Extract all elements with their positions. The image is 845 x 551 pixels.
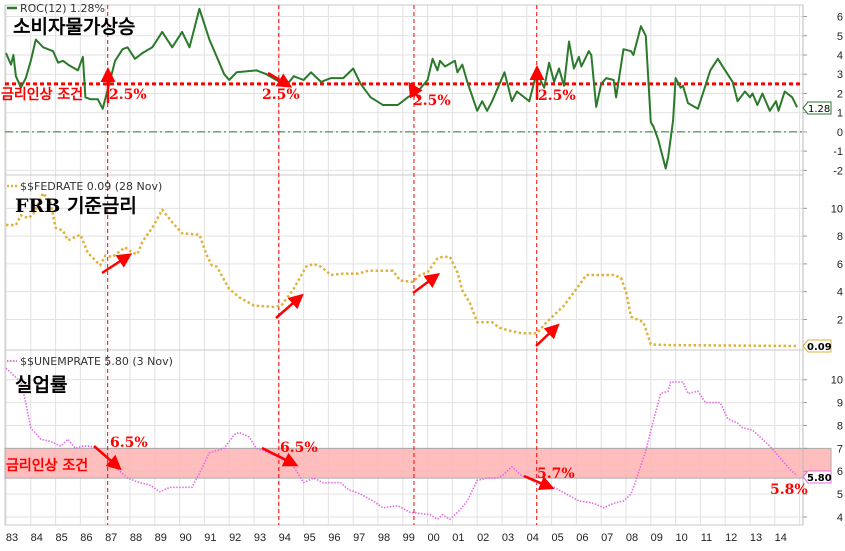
cpi-condition-label: 금리인상 조건: [1, 86, 83, 103]
y-tick-label: 7: [837, 443, 843, 455]
series-layer: [5, 7, 798, 521]
x-tick-label: 06: [576, 532, 588, 544]
x-tick-label: 86: [80, 532, 92, 544]
rate-hike-condition-band: [4, 447, 832, 479]
y-tick-label: 3: [837, 69, 843, 81]
unemp-threshold-label: 6.5%: [280, 440, 318, 456]
y-tick-label: 10: [831, 203, 843, 215]
x-tick-label: 96: [328, 532, 340, 544]
annotation-arrow: [93, 445, 122, 471]
y-tick-label: 0: [837, 127, 843, 139]
x-tick-label: 98: [378, 532, 390, 544]
unemp-threshold-label: 5.8%: [770, 482, 808, 498]
cpi-threshold-label: 2.5%: [109, 87, 147, 103]
unemp-legend: $$UNEMPRATE 5.80 (3 Nov): [7, 355, 173, 368]
cpi-legend-label: ROC(12) 1.28%: [20, 2, 105, 15]
x-tick-label: 85: [55, 532, 67, 544]
cpi-threshold-label: 2.5%: [538, 88, 576, 104]
y-tick-label: 2: [837, 88, 843, 100]
x-tick-label: 91: [204, 532, 216, 544]
cpi-threshold-label: 2.5%: [413, 93, 451, 109]
y-tick-label: 4: [837, 50, 843, 62]
unemp-threshold-label: 6.5%: [110, 435, 148, 451]
x-tick-label: 13: [750, 532, 762, 544]
cpi-threshold-label: 2.5%: [262, 87, 300, 103]
x-tick-label: 04: [527, 532, 539, 544]
y-tick-label: 8: [837, 420, 843, 432]
x-tick-label: 12: [725, 532, 737, 544]
y-tick-label: 6: [837, 12, 843, 24]
annotation-arrow: [408, 81, 423, 101]
x-tick-label: 90: [179, 532, 191, 544]
annotation-arrow: [412, 273, 441, 295]
annotation-arrows: [93, 65, 560, 491]
x-tick-label: 01: [452, 532, 464, 544]
series-line-unemprate: [5, 367, 798, 521]
x-tick-label: 99: [403, 532, 415, 544]
unemp-last-value: 5.80: [807, 473, 832, 484]
x-tick-label: 03: [502, 532, 514, 544]
y-tick-label: 4: [837, 512, 843, 524]
fed-last-value-tag: 0.09: [802, 339, 832, 353]
series-line-fedrate: [6, 191, 798, 348]
y-tick-label: 5: [837, 489, 843, 501]
x-tick-label: 83: [6, 532, 18, 544]
y-tick-label: 1: [837, 108, 843, 120]
y-tick-label: 10: [831, 375, 843, 387]
y-tick-label: 4: [837, 287, 843, 299]
cpi-last-value-tag: 1.28: [802, 101, 832, 115]
fed-last-value: 0.09: [807, 342, 832, 353]
annotation-arrow: [535, 323, 560, 347]
x-tick-label: 07: [601, 532, 613, 544]
fed-legend-label: $$FEDRATE 0.09 (28 Nov): [20, 180, 162, 193]
unemp-panel-title: 실업률: [15, 374, 67, 396]
cpi-panel-title: 소비자물가상승: [13, 16, 135, 38]
unemp-threshold-label: 5.7%: [537, 466, 575, 482]
y-tick-label: -2: [833, 165, 843, 177]
unemp-condition-label: 금리인상 조건: [6, 457, 88, 474]
x-tick-label: 08: [626, 532, 638, 544]
annotation-arrow: [101, 253, 133, 275]
x-tick-label: 11: [701, 532, 712, 544]
x-tick-label: 02: [477, 532, 489, 544]
y-tick-label: -1: [833, 146, 843, 158]
y-tick-label: 5: [837, 31, 843, 43]
y-tick-label: 9: [837, 398, 843, 410]
y-tick-label: 8: [837, 231, 843, 243]
x-tick-label: 93: [254, 532, 266, 544]
x-tick-label: 89: [155, 532, 167, 544]
x-tick-label: 14: [775, 532, 787, 544]
series-line-cpi: [5, 7, 798, 170]
fed-legend: $$FEDRATE 0.09 (28 Nov): [7, 180, 162, 193]
y-tick-label: 6: [837, 259, 843, 271]
unemp-last-value-tag: 5.80: [802, 470, 832, 484]
unemp-legend-label: $$UNEMPRATE 5.80 (3 Nov): [20, 355, 173, 368]
x-tick-label: 92: [229, 532, 241, 544]
x-tick-label: 94: [279, 532, 291, 544]
y-tick-label: 2: [837, 314, 843, 326]
x-tick-label: 95: [303, 532, 315, 544]
fed-panel-title: FRB 기준금리: [15, 195, 137, 217]
annotation-arrow: [523, 474, 555, 491]
x-tick-label: 09: [651, 532, 663, 544]
unemp-rate-hike-band: [4, 447, 832, 479]
grid: [4, 4, 804, 526]
x-tick-label: 10: [675, 532, 687, 544]
x-tick-label: 05: [551, 532, 563, 544]
x-tick-label: 88: [130, 532, 142, 544]
x-tick-label: 00: [427, 532, 439, 544]
cpi-last-value: 1.28: [808, 104, 830, 115]
x-tick-label: 97: [353, 532, 365, 544]
annotation-arrow: [275, 293, 304, 319]
annotation-arrow: [267, 71, 293, 88]
x-tick-label: 87: [105, 532, 117, 544]
annotation-arrow: [261, 446, 299, 467]
y-tick-label: 6: [837, 466, 843, 478]
cpi-legend: ROC(12) 1.28%: [7, 2, 105, 15]
x-tick-label: 84: [31, 532, 43, 544]
